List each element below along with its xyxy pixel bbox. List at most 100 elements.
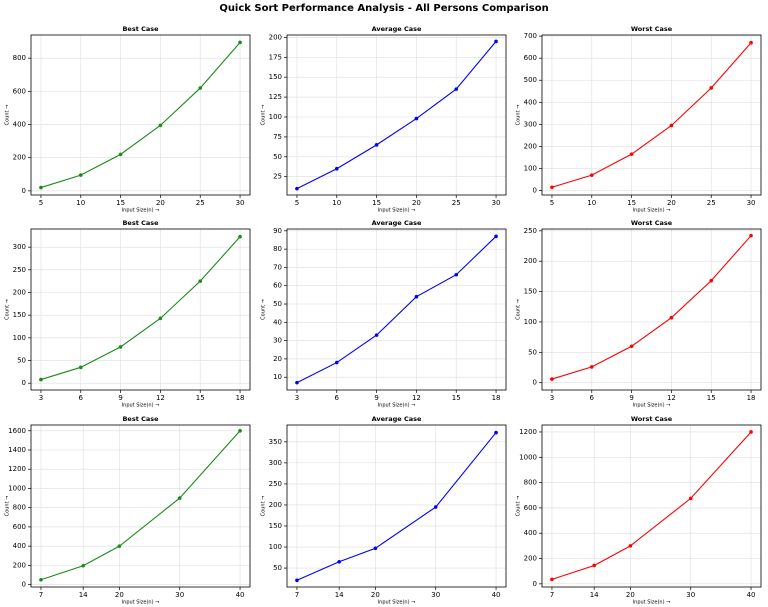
y-tick-label: 1200 [519, 428, 537, 436]
y-tick-label: 200 [524, 555, 537, 563]
marker [158, 123, 163, 128]
x-axis-label: Input Size(n) → [378, 208, 416, 214]
y-tick-label: 70 [273, 263, 282, 271]
y-tick-label: 300 [13, 243, 26, 251]
marker [592, 563, 596, 568]
y-axis-label: Count → [516, 299, 522, 320]
marker [414, 294, 419, 299]
y-tick-label: 600 [524, 54, 537, 62]
y-tick-label: 250 [13, 266, 26, 274]
x-tick-label: 18 [747, 394, 756, 402]
marker [81, 563, 85, 568]
y-tick-label: 700 [524, 32, 537, 40]
y-tick-label: 100 [269, 113, 282, 121]
marker [238, 428, 242, 433]
marker [337, 559, 341, 564]
x-tick-label: 20 [412, 199, 421, 207]
line [551, 42, 752, 188]
y-axis-label: Count → [261, 105, 267, 126]
marker [374, 333, 379, 337]
y-tick-label: 125 [269, 93, 282, 101]
x-tick-label: 18 [492, 394, 501, 402]
marker [78, 173, 83, 177]
y-tick-label: 1000 [8, 484, 26, 492]
line [40, 236, 241, 381]
y-tick-label: 200 [524, 142, 537, 150]
y-tick-label: 150 [269, 73, 282, 81]
x-tick-label: 30 [236, 199, 245, 207]
x-tick-label: 5 [550, 199, 554, 207]
plot-frame [286, 34, 507, 196]
y-axis-label: Count → [261, 299, 267, 320]
x-tick-label: 25 [452, 199, 461, 207]
y-tick-label: 0 [22, 379, 26, 387]
x-tick-label: 10 [332, 199, 341, 207]
x-axis-label: Input Size(n) → [633, 600, 671, 606]
plot-frame [30, 34, 251, 196]
x-tick-label: 30 [686, 591, 695, 599]
x-tick-label: 14 [590, 591, 599, 599]
x-tick-label: 15 [116, 199, 125, 207]
marker [295, 578, 299, 583]
y-tick-label: 75 [273, 133, 282, 141]
y-tick-label: 10 [273, 373, 282, 381]
marker [709, 278, 714, 283]
y-tick-label: 0 [22, 581, 26, 589]
x-axis-label: Input Size(n) → [633, 208, 671, 214]
x-tick-label: 5 [39, 199, 43, 207]
chart-title: Average Case [372, 415, 422, 423]
marker [238, 234, 242, 239]
x-tick-label: 20 [626, 591, 635, 599]
y-tick-label: 400 [13, 542, 26, 550]
y-tick-label: 200 [524, 257, 537, 265]
y-tick-label: 250 [524, 227, 537, 235]
x-tick-label: 40 [236, 591, 245, 599]
x-tick-label: 25 [196, 199, 205, 207]
line [296, 235, 497, 384]
y-tick-label: 400 [524, 98, 537, 106]
y-tick-label: 400 [13, 121, 26, 129]
x-tick-label: 18 [236, 394, 245, 402]
y-axis-label: Count → [5, 299, 11, 320]
y-tick-label: 50 [528, 348, 537, 356]
chart-title: Worst Case [631, 219, 673, 227]
x-tick-label: 10 [587, 199, 596, 207]
x-tick-label: 20 [156, 199, 165, 207]
marker [414, 116, 419, 121]
y-tick-label: 200 [269, 501, 282, 509]
marker [688, 496, 693, 501]
plot-frame [286, 228, 507, 391]
marker [39, 577, 43, 582]
y-tick-label: 150 [524, 288, 537, 296]
x-tick-label: 30 [175, 591, 184, 599]
marker [749, 233, 753, 238]
plot-frame [30, 424, 251, 588]
marker [550, 185, 554, 190]
y-tick-label: 175 [269, 53, 282, 61]
line [40, 42, 241, 189]
y-axis-label: Count → [261, 496, 267, 517]
marker [494, 430, 498, 435]
marker [550, 377, 554, 381]
y-tick-label: 60 [273, 282, 282, 290]
marker [295, 380, 299, 385]
y-tick-label: 30 [273, 337, 282, 345]
y-tick-label: 1000 [519, 453, 537, 461]
x-tick-label: 12 [667, 394, 676, 402]
marker [454, 87, 459, 91]
chart-title: Worst Case [631, 25, 673, 33]
line [296, 432, 497, 581]
line [551, 235, 752, 380]
x-tick-label: 6 [79, 394, 84, 402]
y-tick-label: 0 [533, 187, 537, 195]
y-tick-label: 200 [269, 33, 282, 41]
marker [374, 143, 379, 147]
marker [118, 152, 123, 157]
y-tick-label: 800 [13, 54, 26, 62]
x-tick-label: 20 [667, 199, 676, 207]
y-tick-label: 20 [273, 355, 282, 363]
y-tick-label: 1200 [8, 465, 26, 473]
y-tick-label: 800 [524, 479, 537, 487]
y-tick-label: 150 [13, 311, 26, 319]
x-axis-label: Input Size(n) → [122, 403, 160, 409]
